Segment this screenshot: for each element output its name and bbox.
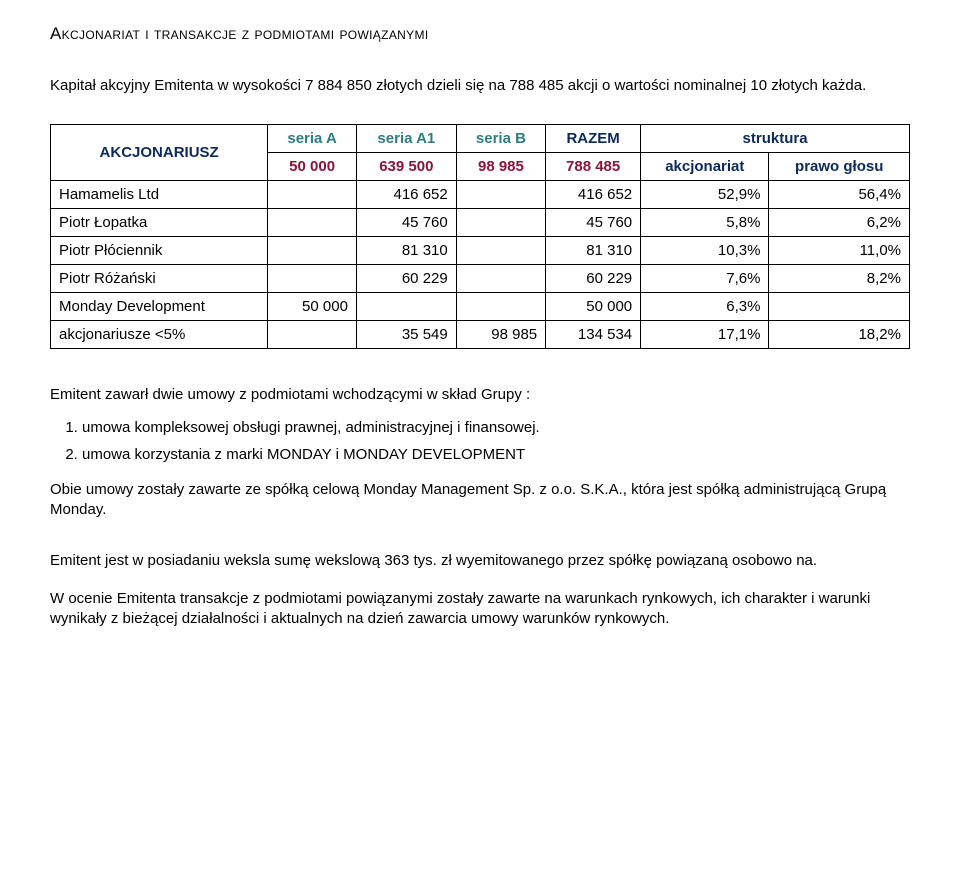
cell-a bbox=[268, 209, 357, 237]
cell-b bbox=[456, 237, 545, 265]
cell-razem: 50 000 bbox=[546, 293, 641, 321]
col-razem: RAZEM bbox=[546, 125, 641, 153]
paragraph-both-agreements: Obie umowy zostały zawarte ze spółką cel… bbox=[50, 480, 910, 521]
hdr-akcjonariat: akcjonariat bbox=[641, 153, 769, 181]
cell-glos bbox=[769, 293, 910, 321]
cell-b bbox=[456, 181, 545, 209]
cell-a: 50 000 bbox=[268, 293, 357, 321]
cell-label: Piotr Różański bbox=[51, 265, 268, 293]
cell-a1: 416 652 bbox=[356, 181, 456, 209]
cell-b bbox=[456, 293, 545, 321]
cell-akc: 17,1% bbox=[641, 321, 769, 349]
hdr-prawo: prawo głosu bbox=[769, 153, 910, 181]
cell-a1: 45 760 bbox=[356, 209, 456, 237]
cell-akc: 6,3% bbox=[641, 293, 769, 321]
cell-glos: 56,4% bbox=[769, 181, 910, 209]
cell-akc: 10,3% bbox=[641, 237, 769, 265]
cell-akc: 5,8% bbox=[641, 209, 769, 237]
agreements-list: umowa kompleksowej obsługi prawnej, admi… bbox=[82, 416, 910, 467]
cell-razem: 134 534 bbox=[546, 321, 641, 349]
hdr-639500: 639 500 bbox=[356, 153, 456, 181]
col-seria-b: seria B bbox=[456, 125, 545, 153]
table-row: Piotr Łopatka 45 760 45 760 5,8% 6,2% bbox=[51, 209, 910, 237]
cell-a1: 81 310 bbox=[356, 237, 456, 265]
list-item: umowa kompleksowej obsługi prawnej, admi… bbox=[82, 416, 910, 439]
table-row: Piotr Płóciennik 81 310 81 310 10,3% 11,… bbox=[51, 237, 910, 265]
col-akcjonariusz: AKCJONARIUSZ bbox=[51, 125, 268, 181]
section-title: Akcjonariat i transakcje z podmiotami po… bbox=[50, 24, 910, 44]
hdr-50000: 50 000 bbox=[268, 153, 357, 181]
table-row: Hamamelis Ltd 416 652 416 652 52,9% 56,4… bbox=[51, 181, 910, 209]
cell-label: Hamamelis Ltd bbox=[51, 181, 268, 209]
table-row: Monday Development 50 000 50 000 6,3% bbox=[51, 293, 910, 321]
cell-label: Monday Development bbox=[51, 293, 268, 321]
cell-label: Piotr Płóciennik bbox=[51, 237, 268, 265]
cell-a bbox=[268, 321, 357, 349]
hdr-98985: 98 985 bbox=[456, 153, 545, 181]
hdr-788485: 788 485 bbox=[546, 153, 641, 181]
cell-razem: 416 652 bbox=[546, 181, 641, 209]
cell-a bbox=[268, 265, 357, 293]
cell-label: Piotr Łopatka bbox=[51, 209, 268, 237]
shareholders-table: AKCJONARIUSZ seria A seria A1 seria B RA… bbox=[50, 124, 910, 349]
paragraph-ocena: W ocenie Emitenta transakcje z podmiotam… bbox=[50, 589, 910, 630]
cell-razem: 81 310 bbox=[546, 237, 641, 265]
cell-a1 bbox=[356, 293, 456, 321]
table-row: Piotr Różański 60 229 60 229 7,6% 8,2% bbox=[51, 265, 910, 293]
cell-glos: 18,2% bbox=[769, 321, 910, 349]
list-item: umowa korzystania z marki MONDAY i MONDA… bbox=[82, 443, 910, 466]
cell-b bbox=[456, 265, 545, 293]
table-row: akcjonariusze <5% 35 549 98 985 134 534 … bbox=[51, 321, 910, 349]
agreements-intro: Emitent zawarł dwie umowy z podmiotami w… bbox=[50, 385, 910, 405]
col-seria-a1: seria A1 bbox=[356, 125, 456, 153]
table-header-row-1: AKCJONARIUSZ seria A seria A1 seria B RA… bbox=[51, 125, 910, 153]
col-struktura: struktura bbox=[641, 125, 910, 153]
cell-b: 98 985 bbox=[456, 321, 545, 349]
intro-paragraph: Kapitał akcyjny Emitenta w wysokości 7 8… bbox=[50, 76, 910, 96]
cell-a bbox=[268, 181, 357, 209]
cell-razem: 60 229 bbox=[546, 265, 641, 293]
cell-razem: 45 760 bbox=[546, 209, 641, 237]
cell-label: akcjonariusze <5% bbox=[51, 321, 268, 349]
cell-a bbox=[268, 237, 357, 265]
cell-glos: 6,2% bbox=[769, 209, 910, 237]
col-seria-a: seria A bbox=[268, 125, 357, 153]
cell-glos: 11,0% bbox=[769, 237, 910, 265]
cell-a1: 35 549 bbox=[356, 321, 456, 349]
cell-akc: 52,9% bbox=[641, 181, 769, 209]
cell-akc: 7,6% bbox=[641, 265, 769, 293]
paragraph-weksel: Emitent jest w posiadaniu weksla sumę we… bbox=[50, 551, 910, 571]
cell-glos: 8,2% bbox=[769, 265, 910, 293]
cell-b bbox=[456, 209, 545, 237]
cell-a1: 60 229 bbox=[356, 265, 456, 293]
